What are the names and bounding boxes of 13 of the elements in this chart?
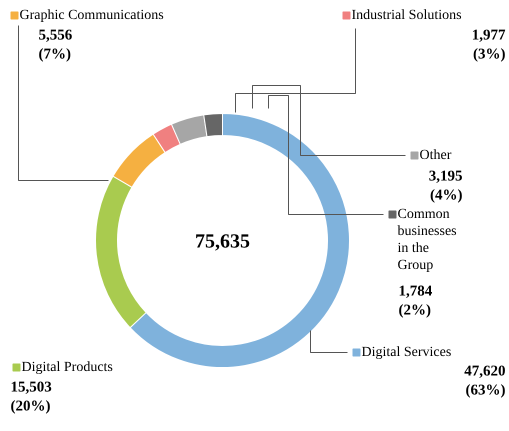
data-label: 47,620 (63%) bbox=[464, 364, 506, 398]
data-label: 5,556 (7%) bbox=[38, 28, 73, 62]
data-label: 3,195 (4%) bbox=[428, 168, 463, 204]
data-label: 1,784 (2%) bbox=[398, 284, 433, 318]
legend-label: Industrial Solutions bbox=[352, 8, 462, 23]
data-label: 15,503 (20%) bbox=[10, 380, 52, 414]
legend-label: Digital Products bbox=[22, 360, 113, 375]
legend-label: Graphic Communications bbox=[20, 8, 164, 23]
data-label: 1,977 (3%) bbox=[472, 28, 506, 62]
text: 75,635 bbox=[195, 230, 250, 252]
legend-label: Other bbox=[420, 148, 452, 163]
legend-label: Common businesses in the Group bbox=[398, 207, 457, 273]
legend-label: Digital Services bbox=[362, 345, 452, 360]
